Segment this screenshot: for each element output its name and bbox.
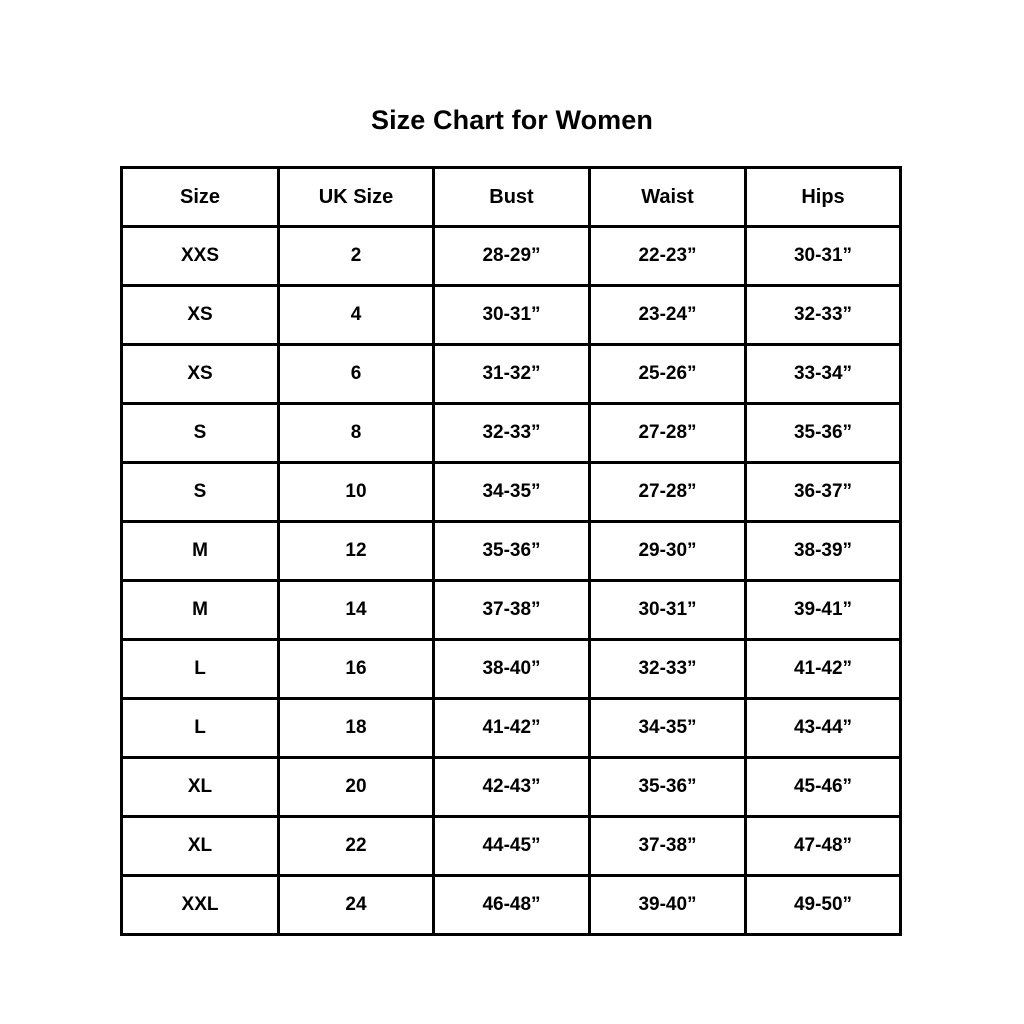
page-title: Size Chart for Women bbox=[370, 105, 654, 135]
cell-uk-size: 20 bbox=[277, 756, 435, 818]
cell-size: M bbox=[120, 520, 280, 582]
cell-size: XXS bbox=[120, 225, 280, 287]
cell-bust: 42-43” bbox=[432, 756, 591, 818]
cell-hips: 32-33” bbox=[744, 284, 902, 346]
cell-uk-size: 4 bbox=[277, 284, 435, 346]
size-chart-table: Size UK Size Bust Waist Hips XXS 2 28-29” 2… bbox=[120, 166, 902, 936]
cell-waist: 25-26” bbox=[588, 343, 747, 405]
cell-bust: 31-32” bbox=[432, 343, 591, 405]
cell-bust: 32-33” bbox=[432, 402, 591, 464]
cell-hips: 45-46” bbox=[744, 756, 902, 818]
cell-uk-size: 6 bbox=[277, 343, 435, 405]
column-header-waist: Waist bbox=[588, 166, 747, 228]
cell-bust: 34-35” bbox=[432, 461, 591, 523]
column-header-bust: Bust bbox=[432, 166, 591, 228]
cell-size: XL bbox=[120, 756, 280, 818]
cell-bust: 38-40” bbox=[432, 638, 591, 700]
cell-waist: 30-31” bbox=[588, 579, 747, 641]
cell-uk-size: 16 bbox=[277, 638, 435, 700]
cell-hips: 41-42” bbox=[744, 638, 902, 700]
cell-uk-size: 18 bbox=[277, 697, 435, 759]
cell-size: M bbox=[120, 579, 280, 641]
cell-waist: 27-28” bbox=[588, 402, 747, 464]
cell-hips: 36-37” bbox=[744, 461, 902, 523]
cell-hips: 30-31” bbox=[744, 225, 902, 287]
cell-waist: 39-40” bbox=[588, 874, 747, 936]
table-row: S 10 34-35” 27-28” 36-37” bbox=[120, 461, 902, 523]
cell-size: XS bbox=[120, 343, 280, 405]
table-row: M 14 37-38” 30-31” 39-41” bbox=[120, 579, 902, 641]
cell-hips: 47-48” bbox=[744, 815, 902, 877]
table-header-row: Size UK Size Bust Waist Hips bbox=[120, 166, 902, 228]
cell-waist: 23-24” bbox=[588, 284, 747, 346]
cell-size: XXL bbox=[120, 874, 280, 936]
column-header-uk-size: UK Size bbox=[277, 166, 435, 228]
cell-bust: 35-36” bbox=[432, 520, 591, 582]
cell-bust: 30-31” bbox=[432, 284, 591, 346]
cell-uk-size: 22 bbox=[277, 815, 435, 877]
cell-uk-size: 10 bbox=[277, 461, 435, 523]
cell-size: S bbox=[120, 461, 280, 523]
cell-hips: 43-44” bbox=[744, 697, 902, 759]
table-row: M 12 35-36” 29-30” 38-39” bbox=[120, 520, 902, 582]
cell-hips: 39-41” bbox=[744, 579, 902, 641]
cell-uk-size: 14 bbox=[277, 579, 435, 641]
table-row: L 18 41-42” 34-35” 43-44” bbox=[120, 697, 902, 759]
cell-waist: 32-33” bbox=[588, 638, 747, 700]
cell-size: L bbox=[120, 697, 280, 759]
table-row: XL 22 44-45” 37-38” 47-48” bbox=[120, 815, 902, 877]
column-header-size: Size bbox=[120, 166, 280, 228]
cell-bust: 37-38” bbox=[432, 579, 591, 641]
cell-waist: 22-23” bbox=[588, 225, 747, 287]
table-row: XXS 2 28-29” 22-23” 30-31” bbox=[120, 225, 902, 287]
cell-hips: 33-34” bbox=[744, 343, 902, 405]
cell-waist: 27-28” bbox=[588, 461, 747, 523]
cell-hips: 38-39” bbox=[744, 520, 902, 582]
cell-hips: 35-36” bbox=[744, 402, 902, 464]
table-row: XS 4 30-31” 23-24” 32-33” bbox=[120, 284, 902, 346]
cell-size: XL bbox=[120, 815, 280, 877]
cell-bust: 41-42” bbox=[432, 697, 591, 759]
cell-uk-size: 2 bbox=[277, 225, 435, 287]
table-row: L 16 38-40” 32-33” 41-42” bbox=[120, 638, 902, 700]
table-body: XXS 2 28-29” 22-23” 30-31” XS 4 30-31” 23-24” 32-… bbox=[120, 225, 902, 936]
cell-uk-size: 24 bbox=[277, 874, 435, 936]
table-row: XL 20 42-43” 35-36” 45-46” bbox=[120, 756, 902, 818]
cell-uk-size: 12 bbox=[277, 520, 435, 582]
cell-waist: 29-30” bbox=[588, 520, 747, 582]
cell-bust: 46-48” bbox=[432, 874, 591, 936]
table-row: S 8 32-33” 27-28” 35-36” bbox=[120, 402, 902, 464]
cell-size: S bbox=[120, 402, 280, 464]
cell-waist: 34-35” bbox=[588, 697, 747, 759]
cell-hips: 49-50” bbox=[744, 874, 902, 936]
cell-size: XS bbox=[120, 284, 280, 346]
table-header: Size UK Size Bust Waist Hips bbox=[120, 166, 902, 228]
cell-uk-size: 8 bbox=[277, 402, 435, 464]
column-header-hips: Hips bbox=[744, 166, 902, 228]
table-row: XXL 24 46-48” 39-40” 49-50” bbox=[120, 874, 902, 936]
cell-bust: 28-29” bbox=[432, 225, 591, 287]
cell-bust: 44-45” bbox=[432, 815, 591, 877]
cell-waist: 37-38” bbox=[588, 815, 747, 877]
cell-size: L bbox=[120, 638, 280, 700]
table-row: XS 6 31-32” 25-26” 33-34” bbox=[120, 343, 902, 405]
cell-waist: 35-36” bbox=[588, 756, 747, 818]
